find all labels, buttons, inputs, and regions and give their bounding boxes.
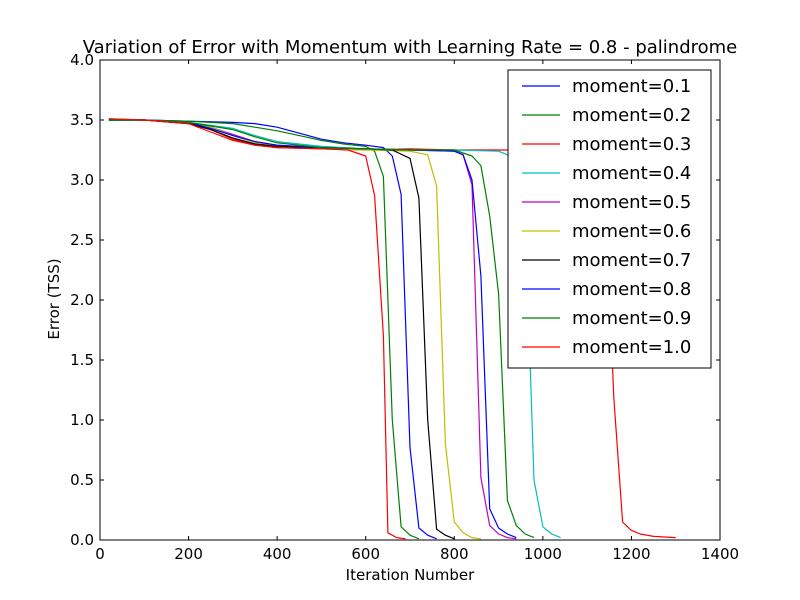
y-tick-label: 2.0 xyxy=(70,291,94,309)
legend-label: moment=0.2 xyxy=(572,105,691,126)
legend-label: moment=0.9 xyxy=(572,308,691,329)
y-tick-label: 1.5 xyxy=(70,351,94,369)
legend-label: moment=0.8 xyxy=(572,279,691,300)
legend-label: moment=1.0 xyxy=(572,337,691,358)
y-tick-label: 2.5 xyxy=(70,231,94,249)
y-tick-label: 0.5 xyxy=(70,471,94,489)
x-tick-label: 200 xyxy=(174,545,203,563)
legend-label: moment=0.6 xyxy=(572,221,691,242)
series-layer xyxy=(108,118,676,540)
series-line-9 xyxy=(108,119,535,539)
series-line-10 xyxy=(108,118,406,540)
x-axis-title: Iteration Number xyxy=(346,566,475,584)
y-tick-label: 0.0 xyxy=(70,531,94,549)
x-tick-label: 800 xyxy=(440,545,469,563)
y-tick-label: 4.0 xyxy=(70,51,94,69)
legend-label: moment=0.4 xyxy=(572,163,691,184)
x-tick-label: 400 xyxy=(263,545,292,563)
axis-ticks: 0 200 400 600 800 1000 1200 1400 0.0 0.5 1.0 1.5 2.0… xyxy=(70,51,739,563)
x-tick-label: 1000 xyxy=(524,545,562,563)
y-tick-label: 3.5 xyxy=(70,111,94,129)
legend-label: moment=0.7 xyxy=(572,250,691,271)
legend-label: moment=0.1 xyxy=(572,76,691,97)
plot-frame xyxy=(99,59,721,541)
chart-title: Variation of Error with Momentum with Le… xyxy=(83,37,738,58)
series-line-2 xyxy=(108,119,420,540)
x-tick-label: 1200 xyxy=(612,545,650,563)
y-tick-label: 1.0 xyxy=(70,411,94,429)
legend: moment=0.1 moment=0.2 moment=0.3 moment=0.4… xyxy=(507,69,712,369)
x-tick-label: 600 xyxy=(351,545,380,563)
y-tick-label: 3.0 xyxy=(70,171,94,189)
legend-label: moment=0.5 xyxy=(572,192,691,213)
y-axis-title: Error (TSS) xyxy=(45,258,63,339)
legend-label: moment=0.3 xyxy=(572,134,691,155)
series-line-6 xyxy=(108,119,481,540)
series-line-1 xyxy=(108,119,437,540)
x-tick-label: 0 xyxy=(95,545,105,563)
x-tick-label: 1400 xyxy=(701,545,739,563)
